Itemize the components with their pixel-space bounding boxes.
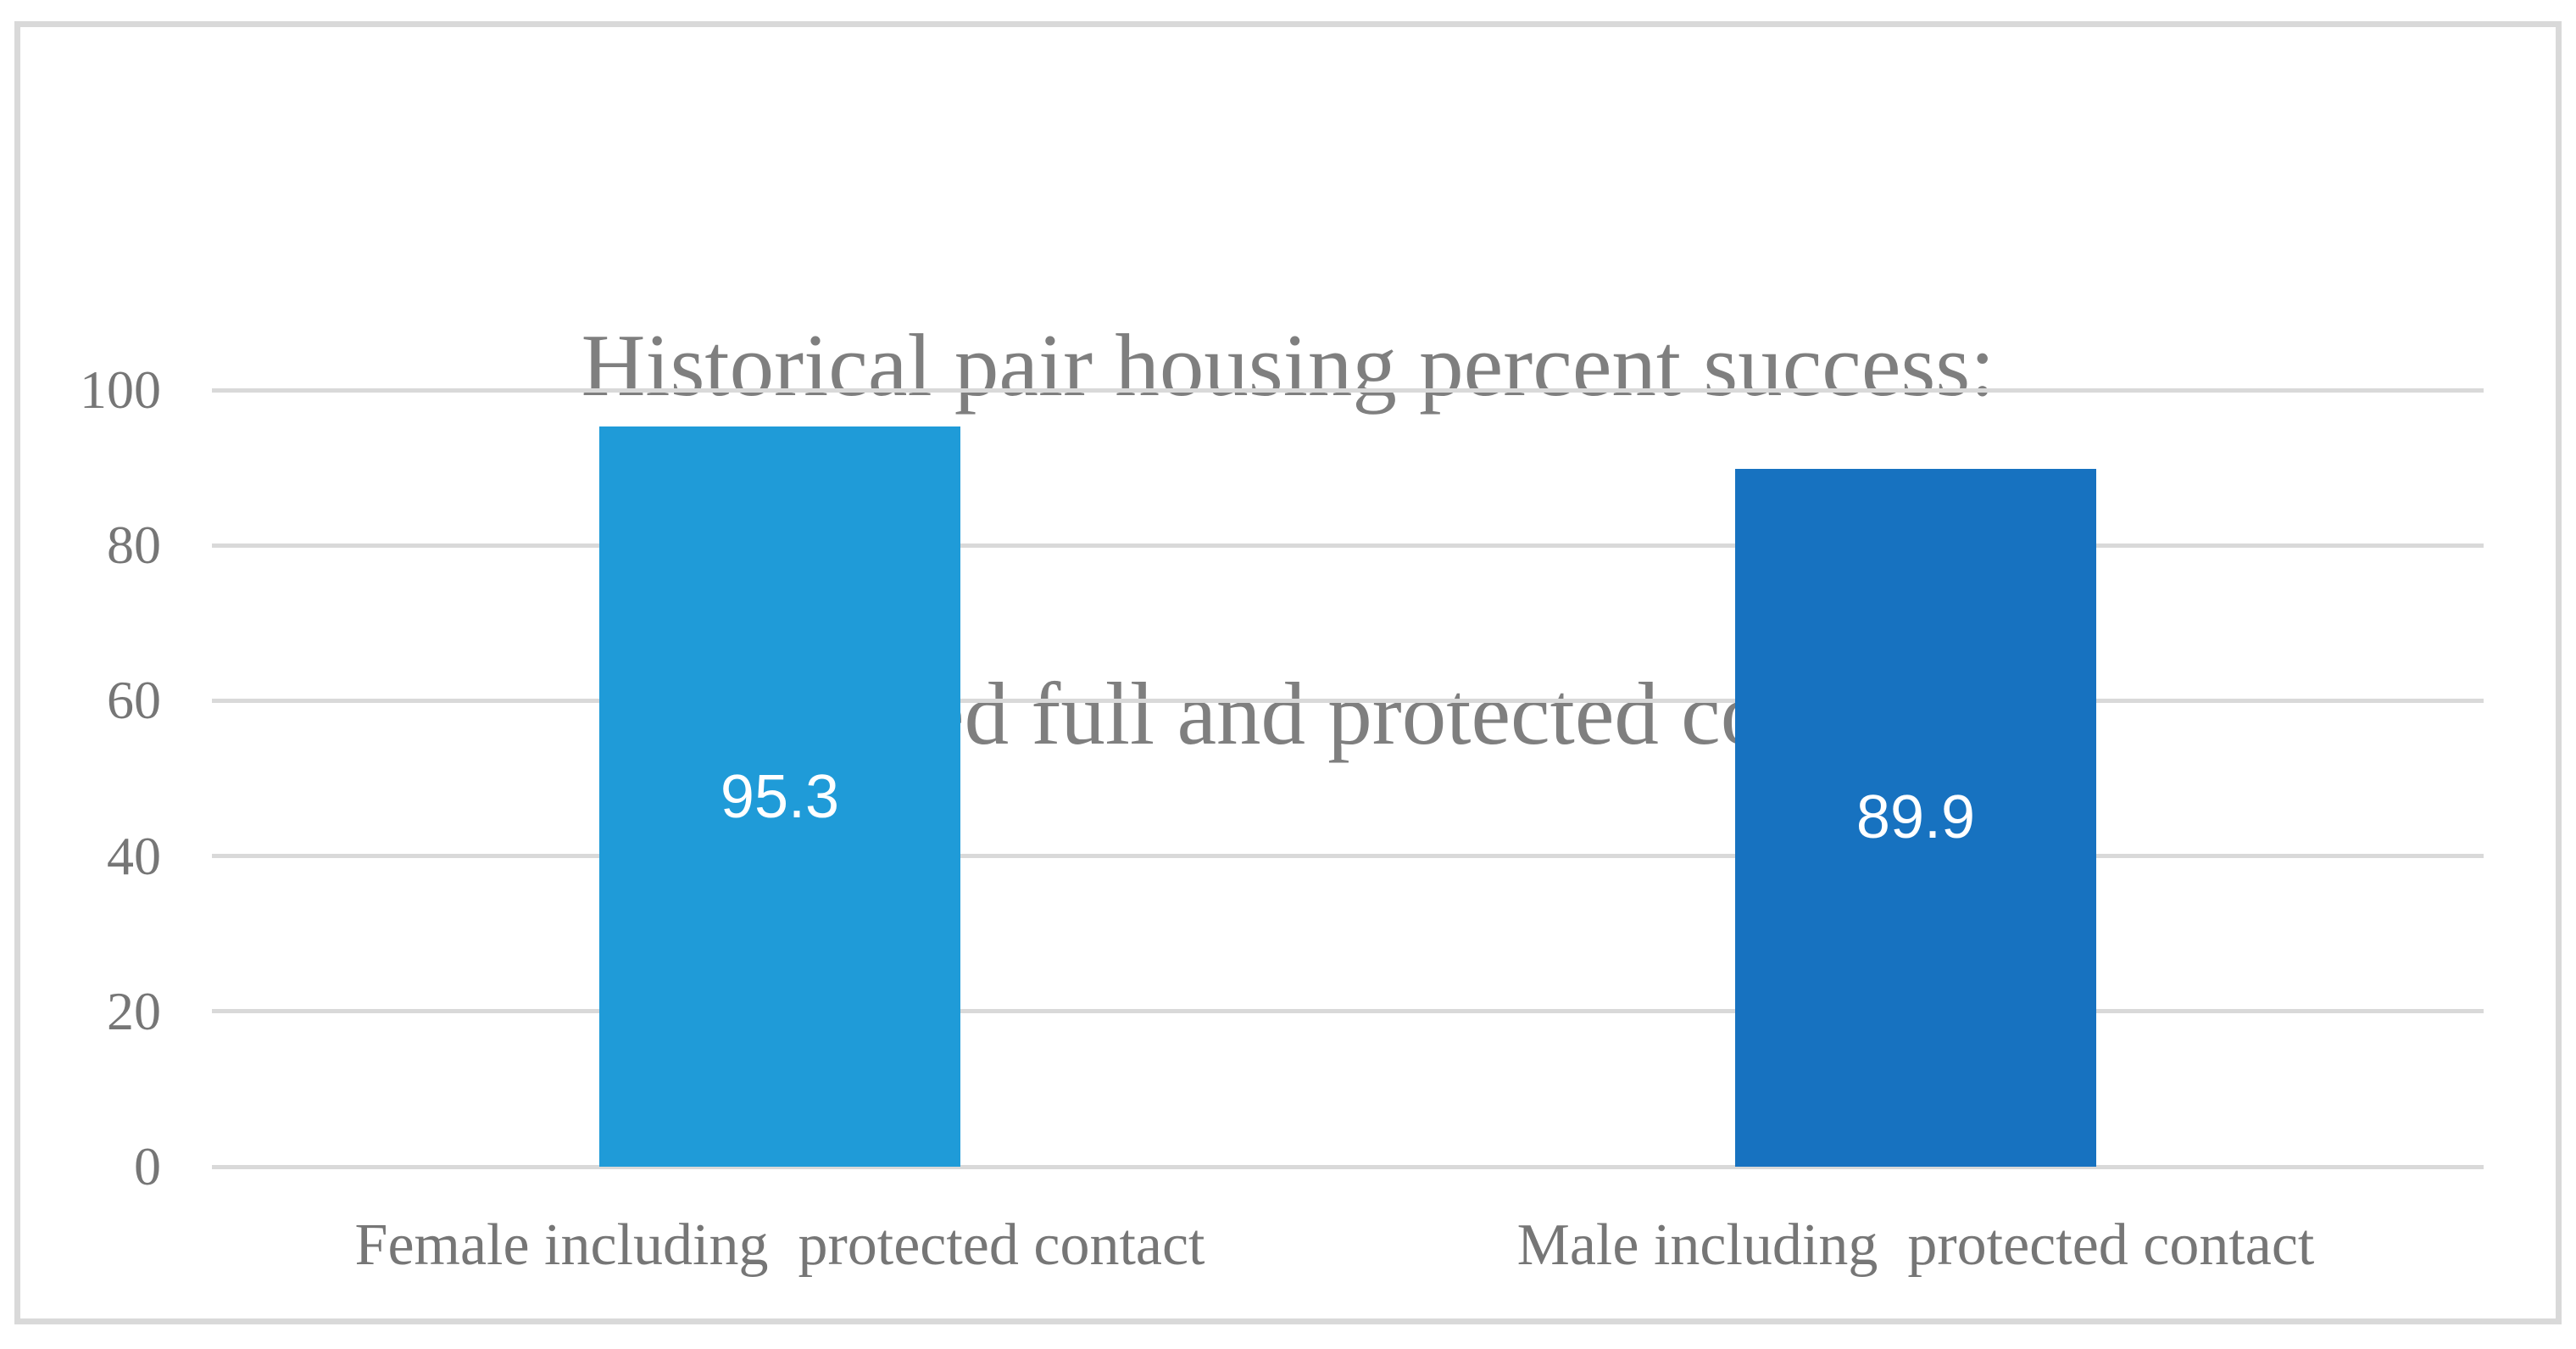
chart-title-line-2: Combined full and protected contact xyxy=(637,664,1939,763)
y-axis-tick-label-40: 40 xyxy=(107,825,161,886)
gridline-y-0 xyxy=(212,1164,2484,1169)
y-axis-tick-label-0: 0 xyxy=(134,1136,161,1196)
gridline-y-40 xyxy=(212,854,2484,859)
bar-value-label-male: 89.9 xyxy=(1855,783,1976,852)
y-axis-tick-label-100: 100 xyxy=(80,360,161,420)
gridline-y-60 xyxy=(212,698,2484,703)
gridline-y-100 xyxy=(212,387,2484,393)
y-axis-tick-label-20: 20 xyxy=(107,980,161,1041)
y-axis-tick-label-80: 80 xyxy=(107,515,161,576)
chart-title-line-1: Historical pair housing percent success: xyxy=(581,315,1995,415)
chart-frame-border xyxy=(14,21,2562,1324)
gridline-y-80 xyxy=(212,543,2484,548)
x-axis-category-label-male: Male including protected contact xyxy=(1516,1212,2315,1278)
bar-male xyxy=(1735,468,2096,1167)
gridline-y-20 xyxy=(212,1009,2484,1014)
x-axis-category-label-female: Female including protected contact xyxy=(354,1212,1205,1278)
bar-value-label-female: 95.3 xyxy=(720,762,840,831)
y-axis-tick-label-60: 60 xyxy=(107,670,161,731)
bar-female xyxy=(599,426,960,1167)
chart-title: Historical pair housing percent success:… xyxy=(0,75,2576,1004)
